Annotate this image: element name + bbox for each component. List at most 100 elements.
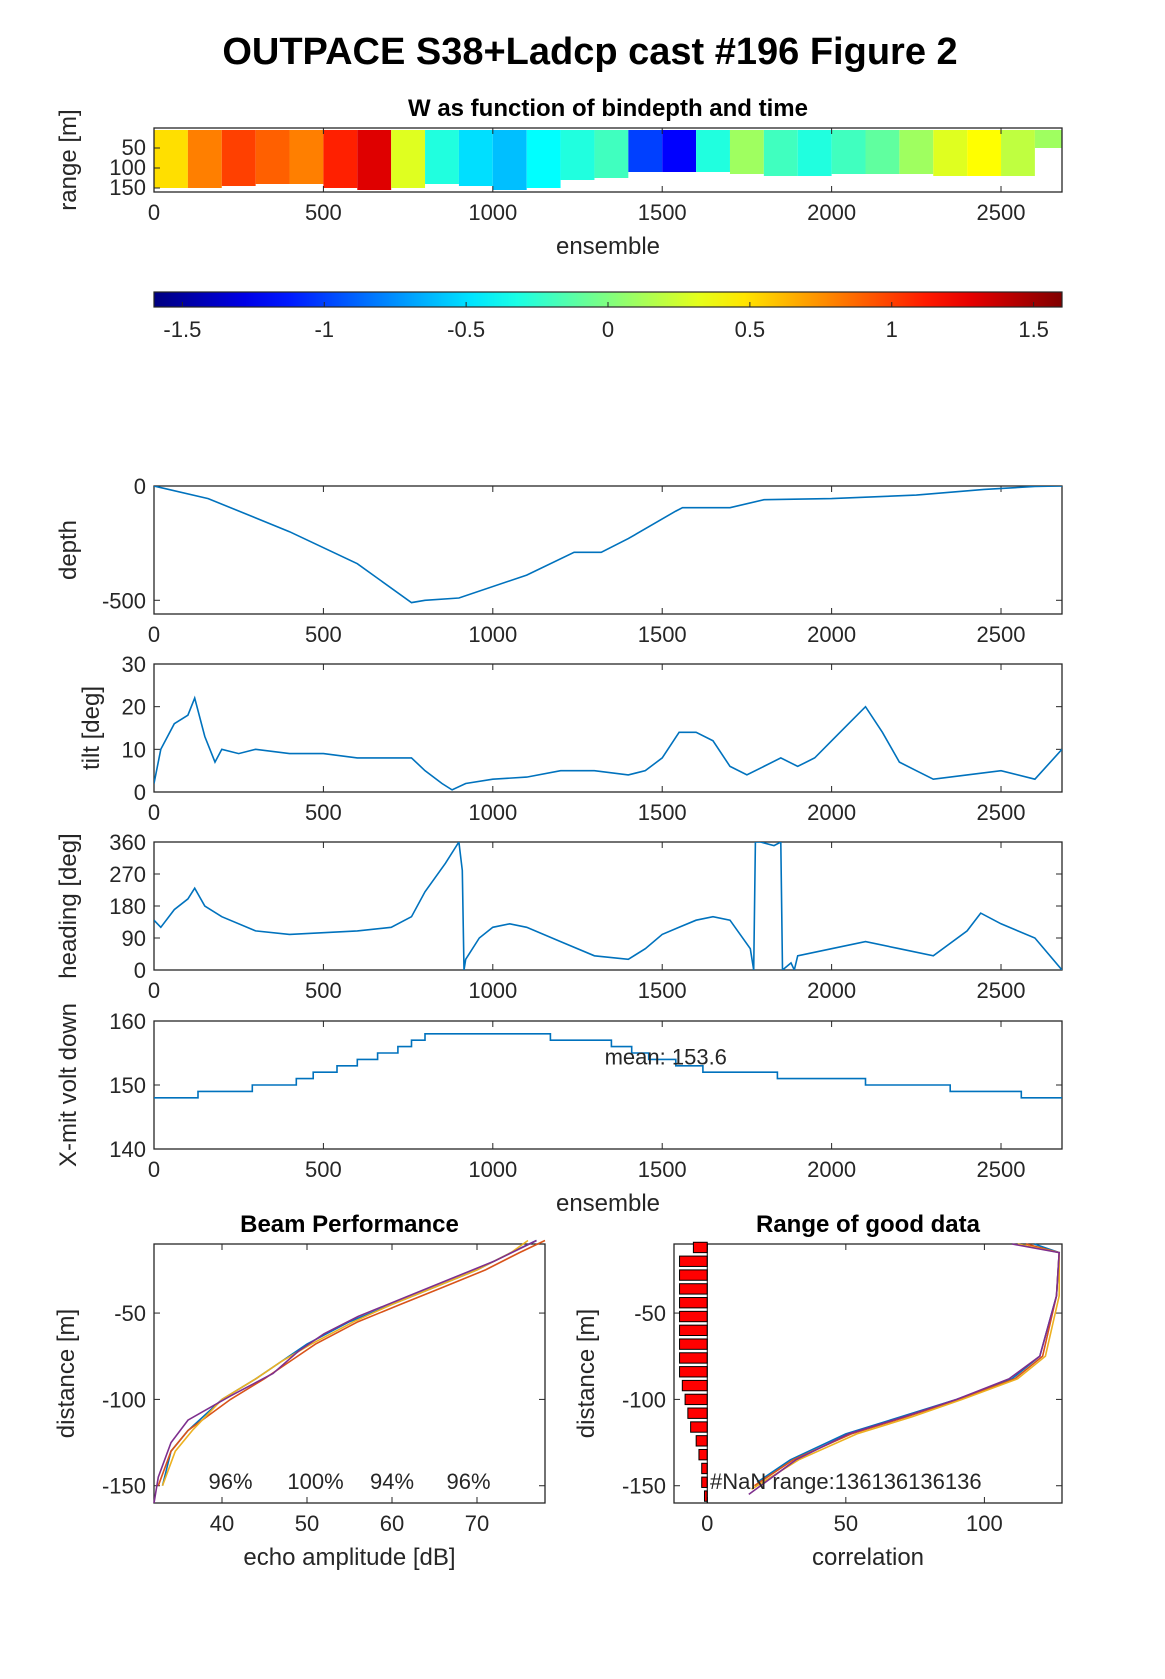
axes-frame xyxy=(673,1243,1063,1504)
nan-bar xyxy=(679,1283,708,1295)
x-tick-label: 0 xyxy=(148,200,160,225)
y-tick-label: -100 xyxy=(102,1387,146,1412)
w-cell xyxy=(628,130,663,172)
w-cell xyxy=(289,130,324,184)
w-section-panel: 0 500 1000 1500 2000 2500 range [m] ensemble W a… xyxy=(55,95,1063,260)
x-tick-label: 1000 xyxy=(468,1157,517,1182)
beam-3-line xyxy=(161,1239,529,1486)
w-cell xyxy=(560,130,595,180)
y-axis-label: tilt [deg] xyxy=(78,686,105,770)
colorbar-tick-label: -1 xyxy=(314,317,334,342)
y-tick-label: 0 xyxy=(134,780,146,805)
y-tick-label: 150 xyxy=(109,175,146,200)
y-tick-label: 50 xyxy=(122,135,146,160)
w-cell xyxy=(662,130,697,172)
nan-bar xyxy=(679,1310,708,1323)
y-axis-label: depth xyxy=(55,520,82,580)
x-tick-label: 100 xyxy=(966,1511,1003,1536)
heading-panel: 0 500 1000 1500 2000 2500 0 90 180 270 360 heading … xyxy=(55,830,1063,1003)
x-tick-label: 1000 xyxy=(468,800,517,825)
axes-frame xyxy=(153,841,1063,971)
x-tick-label: 70 xyxy=(465,1511,489,1536)
w-cell xyxy=(831,130,866,174)
y-axis-label: X-mit volt down xyxy=(55,1003,82,1167)
nan-bar xyxy=(692,1241,708,1254)
x-tick-label: 500 xyxy=(305,1157,342,1182)
nan-bar xyxy=(679,1297,708,1309)
correlation-4-line xyxy=(748,1243,1061,1496)
y-axis-label: distance [m] xyxy=(573,1309,600,1438)
w-cell xyxy=(154,130,188,188)
x-tick-label: 0 xyxy=(148,1157,160,1182)
y-tick-label: 160 xyxy=(109,1009,146,1034)
x-tick-label: 50 xyxy=(295,1511,319,1536)
range-good-data-panel: 0 50 100 -50 -100 -150 distance [m] correlation… xyxy=(573,1211,1063,1571)
x-tick-label: 0 xyxy=(148,622,160,647)
x-tick-label: 1000 xyxy=(468,200,517,225)
w-cell xyxy=(357,130,392,190)
axes-frame xyxy=(153,127,1063,193)
beam-percent-label: 94% xyxy=(370,1469,414,1494)
w-cell xyxy=(1034,130,1062,148)
x-tick-label: 500 xyxy=(305,200,342,225)
x-tick-label: 2500 xyxy=(977,978,1026,1003)
x-tick-label: 1000 xyxy=(468,622,517,647)
colorbar-tick-label: -0.5 xyxy=(447,317,485,342)
beam-percent-label: 96% xyxy=(446,1469,490,1494)
figure-title: OUTPACE S38+Ladcp cast #196 Figure 2 xyxy=(222,31,957,73)
w-cell xyxy=(458,130,493,186)
heading-series-line xyxy=(154,842,1062,970)
w-cell xyxy=(492,130,527,190)
nan-bar xyxy=(679,1269,708,1281)
nan-bar xyxy=(698,1448,708,1461)
x-axis-label: correlation xyxy=(812,1544,924,1571)
nan-bar xyxy=(681,1379,708,1392)
mean-annotation: mean: 153.6 xyxy=(605,1045,727,1070)
y-axis-label: distance [m] xyxy=(53,1309,80,1438)
nan-range-annotation: #NaN range:136136136136 xyxy=(710,1469,982,1494)
y-tick-label: 150 xyxy=(109,1073,146,1098)
x-tick-label: 500 xyxy=(305,800,342,825)
y-tick-label: 30 xyxy=(122,652,146,677)
nan-bar xyxy=(687,1407,708,1419)
y-tick-label: 0 xyxy=(134,958,146,983)
w-cell xyxy=(1001,130,1035,176)
x-tick-label: 2500 xyxy=(977,800,1026,825)
panel-title: Beam Performance xyxy=(240,1211,459,1238)
y-axis-label: range [m] xyxy=(55,109,82,210)
x-tick-label: 2000 xyxy=(807,1157,856,1182)
w-cell xyxy=(391,130,426,188)
nan-bar xyxy=(679,1366,708,1378)
nan-bar xyxy=(679,1255,708,1267)
beam-4-line xyxy=(153,1239,537,1504)
w-cell xyxy=(729,130,764,174)
colorbar-tick-label: -1.5 xyxy=(163,317,201,342)
xmit_volt-series-line xyxy=(154,1033,1062,1099)
x-tick-label: 2000 xyxy=(807,200,856,225)
y-tick-label: -50 xyxy=(634,1301,666,1326)
nan-bar xyxy=(701,1476,708,1488)
nan-bar xyxy=(679,1338,708,1350)
nan-bar xyxy=(690,1421,708,1433)
y-tick-label: 180 xyxy=(109,894,146,919)
w-cell xyxy=(425,130,459,184)
y-tick-label: 270 xyxy=(109,862,146,887)
y-tick-label: 10 xyxy=(122,737,146,762)
w-cell xyxy=(865,130,900,174)
x-tick-label: 2500 xyxy=(977,1157,1026,1182)
y-tick-label: 140 xyxy=(109,1137,146,1162)
w-cell xyxy=(763,130,798,176)
axes-frame xyxy=(153,1243,546,1504)
x-tick-label: 1500 xyxy=(638,1157,687,1182)
beam-2-line xyxy=(157,1239,546,1486)
colorbar-tick-label: 0.5 xyxy=(735,317,766,342)
x-tick-label: 500 xyxy=(305,978,342,1003)
correlation-2-line xyxy=(753,1243,1061,1487)
w-cell xyxy=(187,130,222,188)
beam-percent-label: 100% xyxy=(287,1469,343,1494)
colorbar-tick-label: 1 xyxy=(886,317,898,342)
y-axis-label: heading [deg] xyxy=(55,833,82,978)
w-cell xyxy=(696,130,730,172)
